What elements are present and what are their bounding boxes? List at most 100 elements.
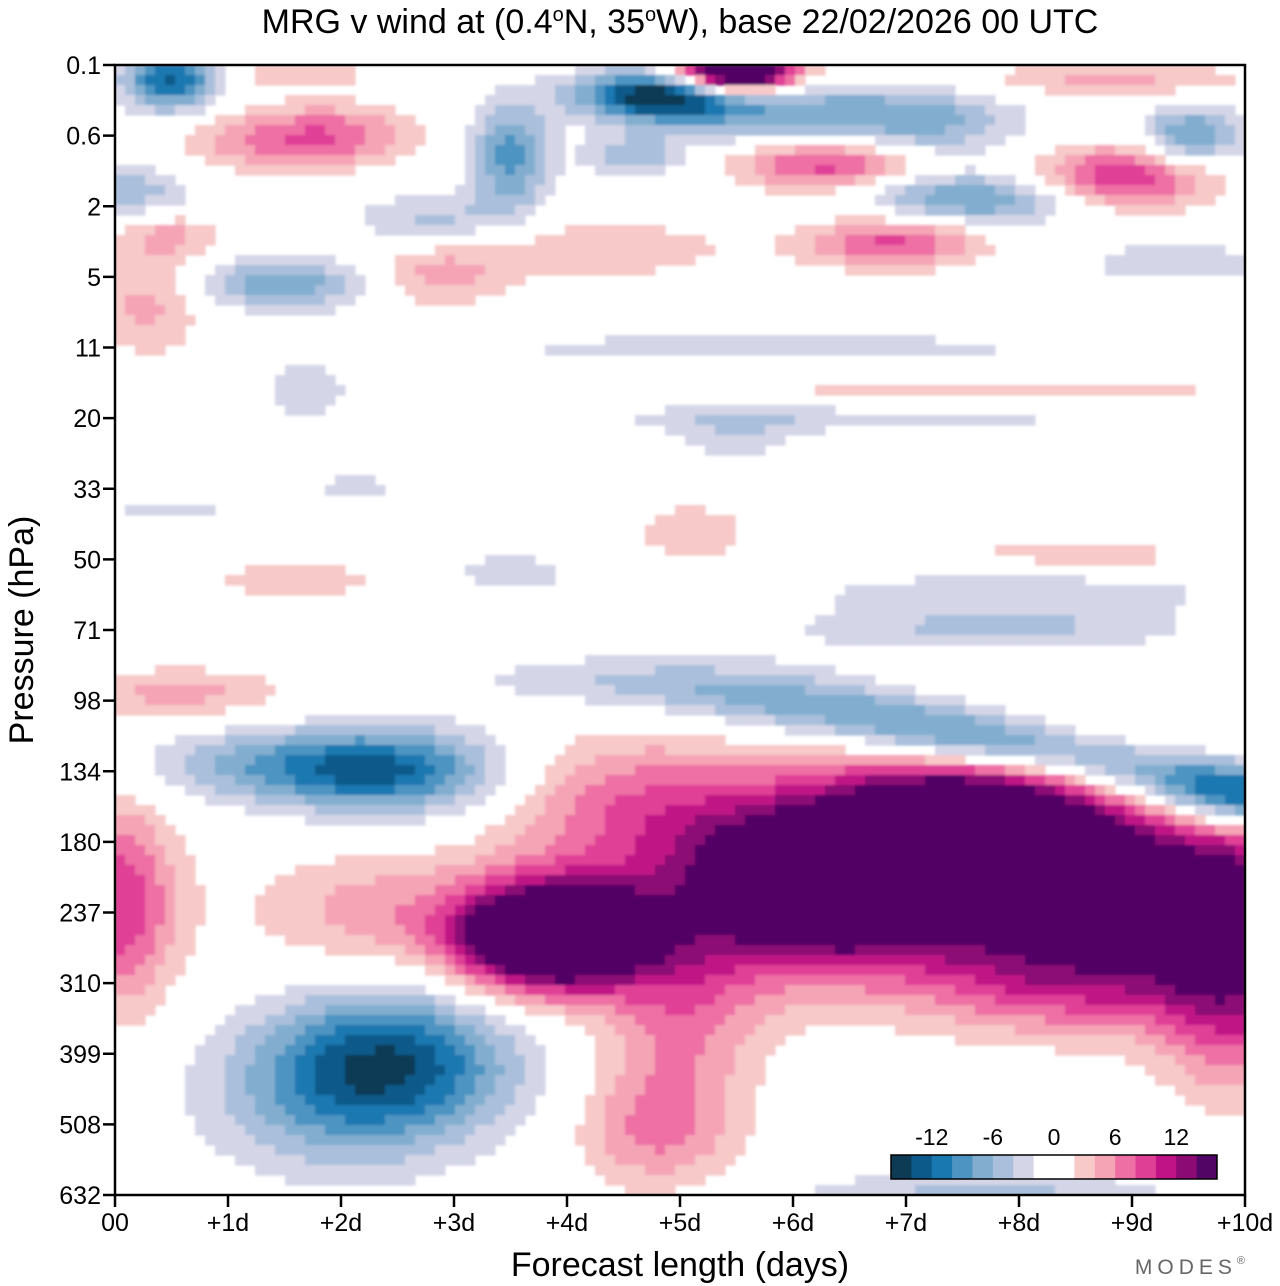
contour-cell — [165, 975, 176, 986]
contour-cell — [825, 755, 836, 766]
contour-cell — [945, 915, 956, 926]
contour-cell — [775, 415, 786, 426]
contour-cell — [1205, 915, 1216, 926]
contour-cell — [1225, 955, 1236, 966]
contour-cell — [115, 815, 126, 826]
contour-cell — [235, 295, 246, 306]
contour-cell — [1175, 875, 1186, 886]
contour-cell — [715, 735, 726, 746]
contour-cell — [265, 115, 276, 126]
contour-cell — [765, 715, 776, 726]
contour-cell — [995, 385, 1006, 396]
contour-cell — [685, 895, 696, 906]
contour-cell — [935, 705, 946, 716]
contour-cell — [665, 805, 676, 816]
contour-cell — [275, 725, 286, 736]
contour-cell — [525, 915, 536, 926]
contour-cell — [1175, 845, 1186, 856]
contour-cell — [645, 415, 656, 426]
contour-cell — [125, 885, 136, 896]
contour-cell — [135, 505, 146, 516]
contour-cell — [335, 475, 346, 486]
contour-cell — [845, 235, 856, 246]
contour-cell — [515, 945, 526, 956]
contour-cell — [165, 925, 176, 936]
contour-cell — [255, 795, 266, 806]
contour-cell — [345, 895, 356, 906]
contour-cell — [725, 705, 736, 716]
contour-cell — [1005, 945, 1016, 956]
contour-cell — [845, 215, 856, 226]
contour-cell — [345, 885, 356, 896]
contour-cell — [965, 835, 976, 846]
contour-cell — [525, 165, 536, 176]
contour-cell — [595, 125, 606, 136]
contour-cell — [155, 865, 166, 876]
contour-cell — [815, 335, 826, 346]
contour-cell — [565, 105, 576, 116]
contour-cell — [135, 295, 146, 306]
contour-cell — [285, 375, 296, 386]
contour-cell — [1205, 925, 1216, 936]
contour-cell — [915, 835, 926, 846]
contour-cell — [1225, 805, 1236, 816]
contour-cell — [865, 785, 876, 796]
contour-cell — [1145, 595, 1156, 606]
contour-cell — [625, 905, 636, 916]
contour-cell — [595, 115, 606, 126]
contour-cell — [1015, 815, 1026, 826]
contour-cell — [985, 725, 996, 736]
contour-cell — [1025, 885, 1036, 896]
contour-cell — [145, 275, 156, 286]
contour-cell — [735, 915, 746, 926]
contour-cell — [505, 215, 516, 226]
contour-cell — [935, 875, 946, 886]
contour-cell — [1115, 155, 1126, 166]
contour-cell — [495, 125, 506, 136]
contour-cell — [1105, 975, 1116, 986]
contour-cell — [325, 145, 336, 156]
contour-cell — [775, 755, 786, 766]
contour-cell — [155, 255, 166, 266]
contour-cell — [1115, 795, 1126, 806]
contour-cell — [615, 795, 626, 806]
contour-cell — [915, 235, 926, 246]
contour-cell — [745, 745, 756, 756]
contour-cell — [645, 165, 656, 176]
contour-cell — [945, 855, 956, 866]
contour-cell — [1035, 985, 1046, 996]
contour-cell — [815, 865, 826, 876]
contour-cell — [1105, 625, 1116, 636]
contour-cell — [745, 425, 756, 436]
contour-cell — [195, 755, 206, 766]
contour-cell — [505, 925, 516, 936]
contour-cell — [955, 885, 966, 896]
contour-cell — [935, 755, 946, 766]
contour-cell — [955, 955, 966, 966]
contour-cell — [1055, 915, 1066, 926]
contour-cell — [145, 685, 156, 696]
contour-cell — [975, 785, 986, 796]
contour-cell — [165, 845, 176, 856]
contour-cell — [425, 275, 436, 286]
contour-cell — [965, 985, 976, 996]
contour-cell — [595, 895, 606, 906]
contour-cell — [1205, 895, 1216, 906]
contour-cell — [545, 855, 556, 866]
contour-cell — [605, 945, 616, 956]
contour-cell — [645, 155, 656, 166]
contour-cell — [965, 785, 976, 796]
contour-cell — [375, 795, 386, 806]
contour-cell — [635, 825, 646, 836]
contour-cell — [735, 415, 746, 426]
contour-cell — [125, 235, 136, 246]
contour-cell — [225, 735, 236, 746]
contour-cell — [955, 755, 966, 766]
contour-cell — [935, 605, 946, 616]
contour-cell — [135, 925, 146, 936]
contour-cell — [925, 585, 936, 596]
contour-cell — [415, 275, 426, 286]
contour-cell — [885, 895, 896, 906]
contour-cell — [1225, 265, 1236, 276]
contour-cell — [605, 245, 616, 256]
